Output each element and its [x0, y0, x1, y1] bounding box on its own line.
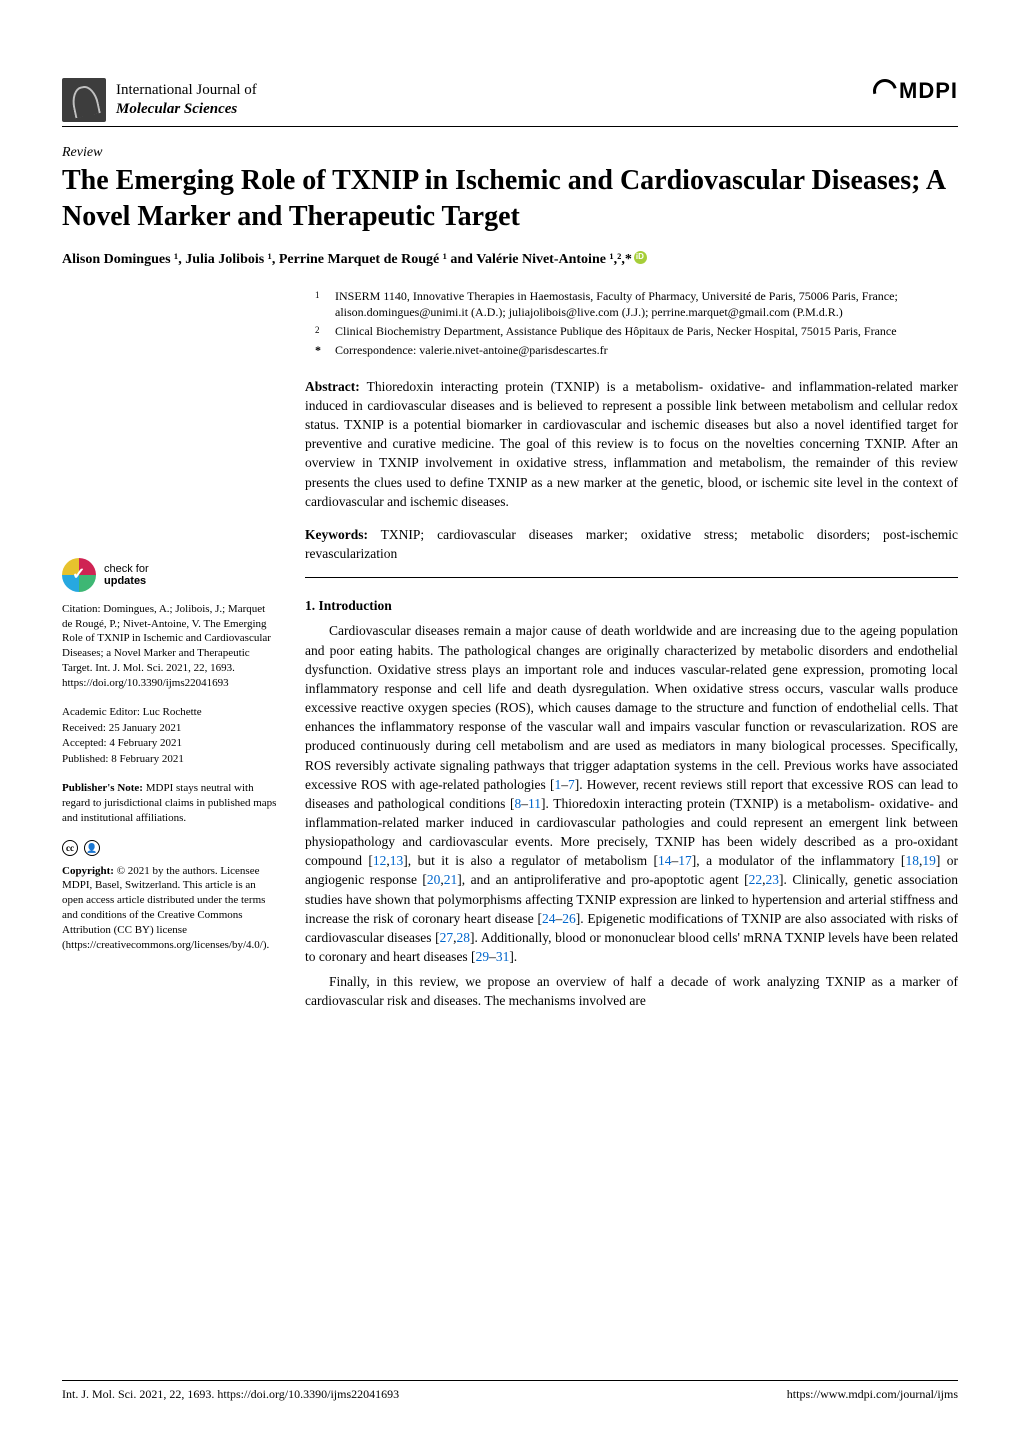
- abstract-label: Abstract:: [305, 379, 360, 394]
- sidebar: check for updates Citation: Domingues, A…: [62, 288, 277, 1017]
- orcid-icon[interactable]: [634, 251, 647, 264]
- citation-ref[interactable]: 12: [373, 853, 387, 868]
- correspondence-star: *: [315, 342, 325, 359]
- copyright-label: Copyright:: [62, 865, 114, 877]
- abstract: Abstract: Thioredoxin interacting protei…: [305, 377, 958, 511]
- citation-ref[interactable]: 18: [905, 853, 919, 868]
- correspondence-text: Correspondence: valerie.nivet-antoine@pa…: [335, 342, 608, 359]
- footer-right: https://www.mdpi.com/journal/ijms: [787, 1387, 958, 1402]
- date-accepted: Accepted: 4 February 2021: [62, 736, 277, 751]
- citation-ref[interactable]: 14: [658, 853, 672, 868]
- citation-ref[interactable]: 29: [476, 949, 490, 964]
- publisher-name: MDPI: [899, 78, 958, 104]
- citation-ref[interactable]: 7: [568, 777, 575, 792]
- cc-license-badge: cc 👤: [62, 840, 277, 856]
- affiliation-num: 1: [315, 288, 325, 322]
- copyright-block: Copyright: © 2021 by the authors. Licens…: [62, 864, 277, 953]
- citation-ref[interactable]: 19: [922, 853, 936, 868]
- keywords: Keywords: TXNIP; cardiovascular diseases…: [305, 525, 958, 563]
- mdpi-arc-icon: [869, 75, 902, 108]
- citation-ref[interactable]: 26: [562, 911, 576, 926]
- date-published: Published: 8 February 2021: [62, 752, 277, 767]
- intro-paragraph-2: Finally, in this review, we propose an o…: [305, 972, 958, 1010]
- journal-block: International Journal of Molecular Scien…: [62, 78, 257, 122]
- section-heading: 1. Introduction: [305, 596, 958, 615]
- journal-name: International Journal of Molecular Scien…: [116, 81, 257, 119]
- date-received: Received: 25 January 2021: [62, 721, 277, 736]
- check-updates-text: check for updates: [104, 563, 149, 587]
- citation-ref[interactable]: 27: [440, 930, 454, 945]
- check-label: check for: [104, 563, 149, 575]
- keywords-label: Keywords:: [305, 527, 368, 542]
- citation-ref[interactable]: 11: [528, 796, 541, 811]
- affiliation-text: Clinical Biochemistry Department, Assist…: [335, 323, 897, 340]
- cc-circle-icon: cc: [62, 840, 78, 856]
- copyright-text: © 2021 by the authors. Licensee MDPI, Ba…: [62, 865, 269, 951]
- journal-logo-icon: [62, 78, 106, 122]
- citation-ref[interactable]: 17: [678, 853, 692, 868]
- footer-left: Int. J. Mol. Sci. 2021, 22, 1693. https:…: [62, 1387, 399, 1402]
- page-footer: Int. J. Mol. Sci. 2021, 22, 1693. https:…: [62, 1380, 958, 1402]
- affiliation-row: 1 INSERM 1140, Innovative Therapies in H…: [315, 288, 958, 322]
- correspondence-row: * Correspondence: valerie.nivet-antoine@…: [315, 342, 958, 359]
- affiliation-text: INSERM 1140, Innovative Therapies in Hae…: [335, 288, 958, 322]
- intro-paragraph-1: Cardiovascular diseases remain a major c…: [305, 621, 958, 966]
- citation-ref[interactable]: 28: [457, 930, 471, 945]
- affiliation-num: 2: [315, 323, 325, 340]
- citation-ref[interactable]: 13: [390, 853, 404, 868]
- affiliation-row: 2 Clinical Biochemistry Department, Assi…: [315, 323, 958, 340]
- citation-ref[interactable]: 31: [496, 949, 510, 964]
- journal-line1: International Journal of: [116, 81, 257, 100]
- by-circle-icon: 👤: [84, 840, 100, 856]
- authors-text: Alison Domingues ¹, Julia Jolibois ¹, Pe…: [62, 252, 632, 267]
- editorial-meta: Academic Editor: Luc Rochette Received: …: [62, 705, 277, 767]
- publisher-logo: MDPI: [873, 78, 958, 104]
- citation-ref[interactable]: 20: [427, 872, 441, 887]
- page-header: International Journal of Molecular Scien…: [62, 78, 958, 127]
- journal-line2: Molecular Sciences: [116, 100, 257, 119]
- separator-rule: [305, 577, 958, 578]
- citation-block: Citation: Domingues, A.; Jolibois, J.; M…: [62, 602, 277, 691]
- affiliations: 1 INSERM 1140, Innovative Therapies in H…: [315, 288, 958, 359]
- pubnote-label: Publisher's Note:: [62, 782, 143, 794]
- publishers-note: Publisher's Note: MDPI stays neutral wit…: [62, 781, 277, 826]
- abstract-text: Thioredoxin interacting protein (TXNIP) …: [305, 379, 958, 509]
- citation-ref[interactable]: 23: [766, 872, 780, 887]
- author-list: Alison Domingues ¹, Julia Jolibois ¹, Pe…: [62, 251, 958, 268]
- academic-editor: Academic Editor: Luc Rochette: [62, 705, 277, 720]
- main-column: 1 INSERM 1140, Innovative Therapies in H…: [305, 288, 958, 1017]
- check-updates-icon: [62, 558, 96, 592]
- article-type: Review: [62, 145, 958, 161]
- check-bold: updates: [104, 575, 146, 587]
- keywords-text: TXNIP; cardiovascular diseases marker; o…: [305, 527, 958, 561]
- citation-ref[interactable]: 21: [444, 872, 458, 887]
- citation-ref[interactable]: 22: [749, 872, 763, 887]
- citation-ref[interactable]: 24: [542, 911, 556, 926]
- check-for-updates[interactable]: check for updates: [62, 558, 277, 592]
- article-title: The Emerging Role of TXNIP in Ischemic a…: [62, 163, 958, 235]
